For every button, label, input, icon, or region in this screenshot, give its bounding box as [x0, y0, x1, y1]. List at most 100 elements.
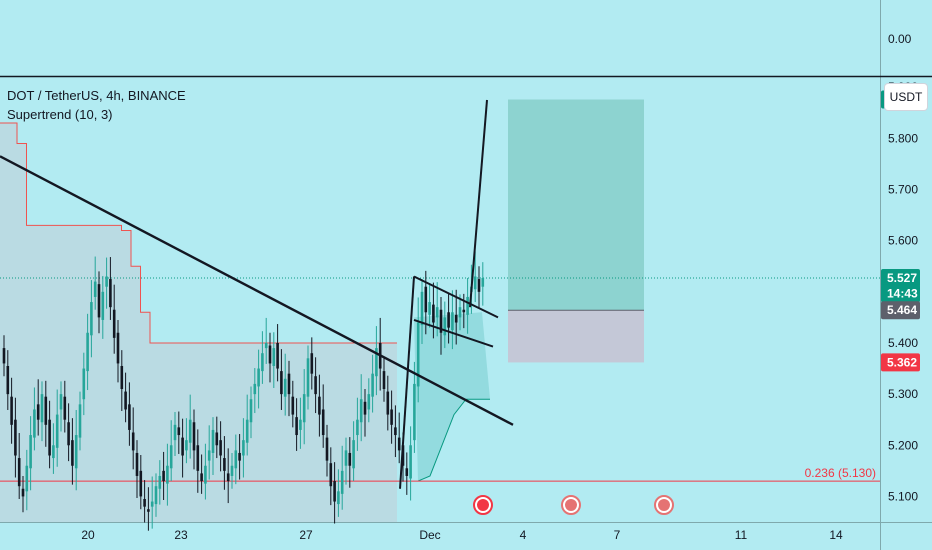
candle-body [55, 414, 59, 448]
candle-body [112, 309, 116, 338]
candle-body [477, 279, 481, 292]
candle-body [120, 365, 124, 390]
candle-body [344, 450, 348, 466]
candle-body [147, 509, 150, 512]
candle-body [67, 422, 70, 446]
candle-body [59, 394, 63, 410]
candle-body [397, 437, 401, 451]
candle-body [454, 314, 458, 323]
candle-body [86, 332, 89, 372]
candle-body [249, 399, 253, 423]
time-tick-label: Dec [419, 528, 440, 542]
candle-body [48, 419, 51, 456]
time-tick-label: 27 [299, 528, 313, 542]
supertrend-up-fill [414, 312, 490, 482]
candle-body [169, 445, 173, 469]
event-us-flag-icon-2-dot [658, 499, 670, 511]
candle-body [306, 358, 310, 397]
candle-body [443, 317, 447, 336]
candle-body [29, 435, 32, 469]
candle-body [462, 309, 466, 313]
candle-body [219, 440, 222, 456]
countdown-label: 14:43 [887, 286, 918, 300]
candle-body [299, 419, 302, 430]
candle-body [17, 458, 21, 487]
candle-body [74, 435, 78, 469]
entry-label-bg [881, 301, 920, 320]
candle-body [215, 432, 219, 446]
currency-button[interactable]: USDT [884, 83, 928, 111]
candle-body [245, 419, 249, 443]
candle-body [416, 322, 420, 387]
time-tick-label: 20 [81, 528, 95, 542]
candle-body [287, 373, 291, 395]
candle-body [428, 302, 431, 315]
candle-body [82, 368, 86, 400]
candle-body [173, 424, 177, 441]
candle-body [424, 286, 428, 313]
time-tick-label: 14 [829, 528, 843, 542]
candle-body [340, 470, 344, 494]
candle-body [466, 296, 469, 315]
candle-body [458, 307, 462, 318]
candle-body [253, 383, 257, 395]
candle-body [10, 396, 13, 425]
descending-trendline [0, 155, 514, 426]
candle-body [90, 302, 93, 336]
candle-body [196, 445, 200, 471]
candle-body [162, 470, 165, 482]
candle-body [52, 445, 55, 459]
candle-body [359, 399, 363, 423]
event-us-flag-icon [561, 495, 581, 515]
candle-body [71, 440, 74, 466]
candle-body [435, 307, 439, 318]
time-tick-label: 7 [614, 528, 621, 542]
candle-body [181, 437, 184, 456]
candle-body [447, 312, 450, 328]
price-tick-label: 5.200 [888, 438, 918, 452]
event-us-flag-icon-2 [654, 495, 674, 515]
top-pane-tick: 0.00 [888, 32, 912, 46]
price-tick-label: 5.600 [888, 234, 918, 248]
candle-body [394, 427, 397, 436]
candle-body [386, 391, 390, 415]
candle-body [204, 465, 207, 484]
candle-body [295, 417, 298, 436]
candle-body [21, 488, 25, 497]
candle-body [158, 475, 162, 489]
price-tick-label: 5.300 [888, 387, 918, 401]
stop-label-bg [881, 353, 920, 372]
candle-body [257, 368, 260, 387]
candle-body [33, 409, 36, 438]
candle-body [150, 501, 154, 507]
candle-body [105, 276, 108, 287]
entry-label: 5.464 [887, 303, 917, 317]
candle-body [451, 312, 454, 331]
candle-body [310, 353, 314, 374]
candle-body [481, 278, 485, 287]
flag-lower-line [413, 319, 494, 348]
last-price-label: 5.527 [887, 271, 917, 285]
candle-body [238, 452, 241, 461]
candle-body [409, 445, 412, 479]
impulse-up-line [399, 276, 415, 489]
candle-body [363, 401, 367, 415]
stop-zone [508, 310, 644, 363]
candle-body [63, 396, 67, 420]
candle-body [242, 440, 245, 456]
candle-body [6, 365, 10, 395]
indicator-legend: Supertrend (10, 3) [7, 107, 113, 122]
supertrend-down-line [0, 122, 397, 344]
candle-body [321, 409, 325, 436]
candle-body [413, 383, 416, 441]
countdown-label-bg [881, 284, 920, 303]
flag-upper-line [413, 275, 499, 319]
candle-body [280, 371, 283, 395]
candle-body [371, 373, 374, 397]
candle-body [264, 342, 268, 349]
candle-body [333, 481, 336, 502]
candle-body [143, 498, 146, 507]
